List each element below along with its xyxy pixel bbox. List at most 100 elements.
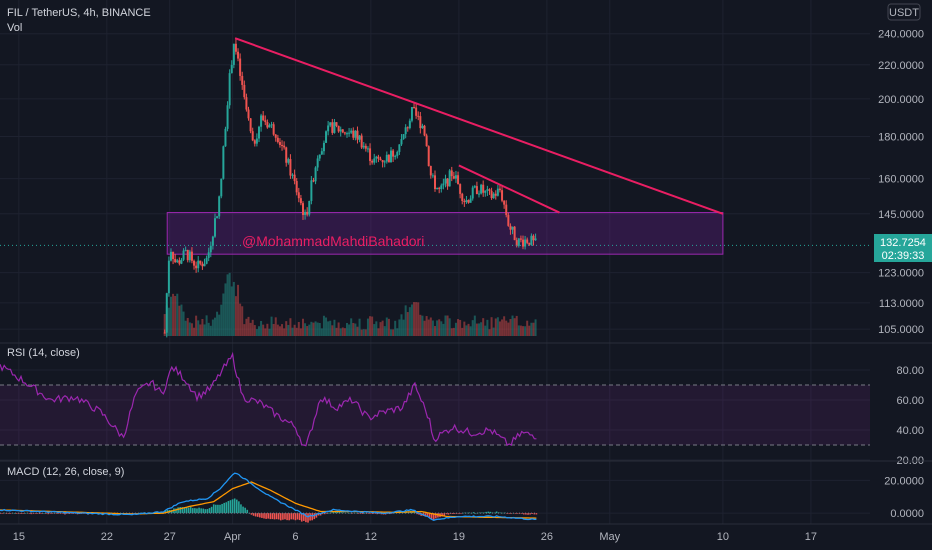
currency-badge[interactable] xyxy=(887,3,921,21)
candle-body xyxy=(262,115,265,121)
volume-bar xyxy=(205,315,208,336)
volume-bar xyxy=(465,325,468,336)
volume-bar xyxy=(209,325,212,336)
volume-bar xyxy=(289,318,292,336)
volume-bar xyxy=(197,320,200,336)
volume-bar xyxy=(182,311,185,336)
volume-bar xyxy=(316,322,319,336)
macd-histogram-bar xyxy=(298,513,301,521)
candle-body xyxy=(452,176,455,179)
symbol-title[interactable]: FIL / TetherUS, 4h, BINANCE xyxy=(7,7,151,19)
volume-bar xyxy=(306,326,309,336)
candle-body xyxy=(239,58,242,76)
macd-histogram-bar xyxy=(51,513,54,514)
candle-body xyxy=(348,132,351,134)
macd-histogram-bar xyxy=(212,504,215,514)
macd-histogram-bar xyxy=(181,507,184,514)
volume-bar xyxy=(201,318,204,336)
macd-title[interactable]: MACD (12, 26, close, 9) xyxy=(7,466,124,478)
candle-body xyxy=(232,43,235,65)
candle-body xyxy=(165,293,168,333)
volume-bar xyxy=(507,322,510,336)
candle-body xyxy=(463,200,466,203)
volume-bar xyxy=(373,324,376,336)
volume-bar xyxy=(490,317,493,336)
candle-body xyxy=(291,174,294,176)
volume-bar xyxy=(268,328,271,336)
macd-histogram-bar xyxy=(447,513,450,515)
rsi-tick-label: 40.00 xyxy=(896,425,924,437)
support-zone[interactable] xyxy=(166,212,724,255)
macd-histogram-bar xyxy=(187,507,190,514)
candle-body xyxy=(203,263,206,267)
volume-bar xyxy=(276,324,279,336)
macd-histogram-bar xyxy=(468,512,471,514)
support-zone-rect xyxy=(166,212,724,255)
volume-bar xyxy=(278,326,281,336)
macd-histogram-bar xyxy=(474,513,477,514)
macd-histogram-bar xyxy=(30,513,33,515)
macd-histogram-bar xyxy=(426,513,429,517)
volume-bar xyxy=(216,311,219,336)
macd-histogram-bar xyxy=(252,513,255,516)
volume-bar xyxy=(213,317,216,336)
macd-histogram-bar xyxy=(279,513,282,521)
volume-bar xyxy=(511,315,514,336)
volume-bar xyxy=(501,319,504,336)
rsi-title[interactable]: RSI (14, close) xyxy=(7,347,80,359)
candle-body xyxy=(278,142,281,146)
volume-bar xyxy=(371,316,374,336)
candle-body xyxy=(345,133,348,135)
volume-bar xyxy=(299,328,302,336)
volume-bar xyxy=(291,327,294,336)
macd-histogram-bar xyxy=(453,513,456,514)
candle-body xyxy=(522,239,525,247)
author-watermark: @MohammadMahdiBahadori xyxy=(242,233,424,249)
candle-body xyxy=(498,188,501,191)
candle-body xyxy=(490,190,493,199)
macd-histogram-bar xyxy=(254,513,257,517)
volume-bar xyxy=(400,314,403,336)
macd-histogram-bar xyxy=(466,512,469,514)
macd-histogram-bar xyxy=(495,511,498,514)
volume-bar xyxy=(488,329,491,336)
candle-body xyxy=(199,260,202,264)
trendlines[interactable] xyxy=(234,37,724,215)
volume-label[interactable]: Vol xyxy=(7,22,22,34)
macd-histogram-bar xyxy=(242,506,244,514)
macd-histogram-bar xyxy=(303,513,305,521)
volume-bar xyxy=(251,319,254,336)
candle-body xyxy=(218,196,221,217)
macd-histogram-bar xyxy=(3,512,5,514)
candle-body xyxy=(310,180,313,201)
volume-bar xyxy=(524,326,527,336)
volume-bar xyxy=(454,322,457,336)
volume-bar xyxy=(494,318,497,336)
candle-body xyxy=(482,184,485,193)
volume-bar xyxy=(220,304,223,336)
volume-bar xyxy=(375,321,378,336)
macd-histogram-bar xyxy=(328,512,330,514)
candle-body xyxy=(450,170,453,177)
volume-bar xyxy=(224,283,227,336)
macd-histogram-bar xyxy=(277,513,280,520)
volume-bar xyxy=(434,326,436,336)
candle-body xyxy=(266,122,269,128)
volume-bar xyxy=(392,329,395,336)
volume-bar xyxy=(480,322,483,336)
macd-histogram-bar xyxy=(489,511,492,514)
candle-body xyxy=(501,190,504,201)
candle-body xyxy=(163,332,166,334)
candle-body xyxy=(440,185,443,189)
candle-body xyxy=(343,132,346,134)
macd-histogram-bar xyxy=(493,512,496,514)
macd-histogram-bar xyxy=(57,513,60,514)
volume-bar xyxy=(314,321,317,336)
candle-body xyxy=(385,154,388,162)
macd-histogram-bar xyxy=(290,513,293,520)
macd-histogram-bar xyxy=(527,513,529,515)
macd-histogram-bar xyxy=(294,513,297,521)
volume-bar xyxy=(287,324,290,336)
volume-bar xyxy=(239,303,242,336)
